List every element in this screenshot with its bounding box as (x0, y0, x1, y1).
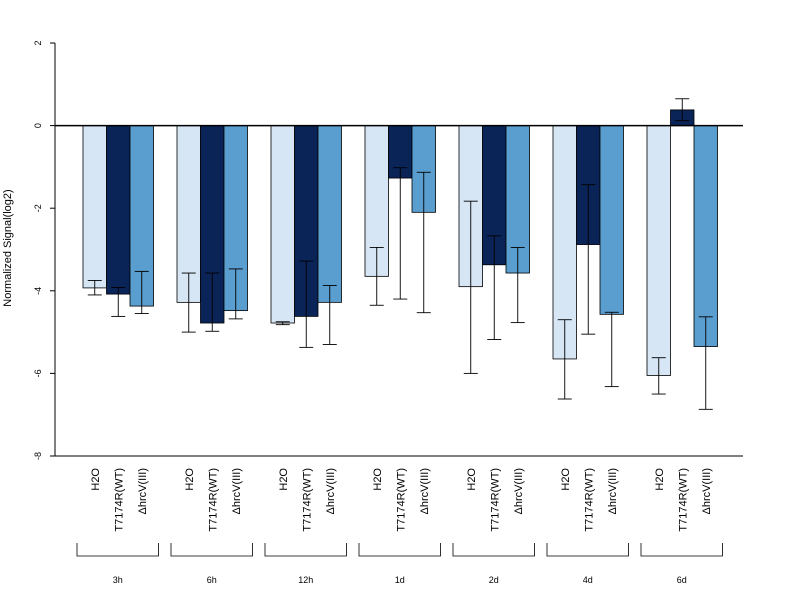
y-tick-label-2: -2 (33, 204, 43, 212)
group-bracket-1d (358, 543, 441, 557)
x-label-1d-2: ΔhrcV(III) (419, 468, 431, 514)
bar-3h-1 (106, 125, 131, 295)
y-tick-label-1: 0 (33, 123, 43, 128)
x-label-6h-1: T7174R(WT) (207, 468, 219, 532)
group-bracket-2d (452, 543, 535, 557)
bar-12h-2 (317, 125, 342, 303)
group-label-2d: 2d (489, 575, 499, 585)
x-label-2d-2: ΔhrcV(III) (513, 468, 525, 514)
x-label-6d-0: H2O (654, 468, 666, 491)
x-label-6h-0: H2O (184, 468, 196, 491)
group-bracket-6h (170, 543, 253, 557)
bar-6d-2 (693, 125, 718, 347)
bar-12h-0 (270, 125, 295, 324)
bar-4d-2 (599, 125, 624, 315)
x-label-6h-2: ΔhrcV(III) (231, 468, 243, 514)
x-axis-labels: H2O T7174R(WT) ΔhrcV(III) H2O T7174R(WT) Δhrc… (90, 468, 713, 532)
x-label-6d-1: T7174R(WT) (677, 468, 689, 532)
bars (82, 109, 718, 376)
x-label-12h-0: H2O (278, 468, 290, 491)
x-label-4d-0: H2O (560, 468, 572, 491)
x-label-2d-0: H2O (466, 468, 478, 491)
group-label-6h: 6h (207, 575, 217, 585)
y-tick-label-4: -6 (33, 369, 43, 377)
y-axis: 2 0 -2 -4 -6 -8 (33, 40, 56, 460)
group-brackets: 3h 6h 12h 1d 2d 4d 6d (76, 543, 723, 585)
x-label-6d-2: ΔhrcV(III) (701, 468, 713, 514)
x-label-2d-1: T7174R(WT) (489, 468, 501, 532)
group-bracket-12h (264, 543, 347, 557)
x-label-1d-1: T7174R(WT) (395, 468, 407, 532)
x-label-12h-2: ΔhrcV(III) (325, 468, 337, 514)
group-label-6d: 6d (677, 575, 687, 585)
group-label-12h: 12h (298, 575, 313, 585)
x-label-4d-2: ΔhrcV(III) (607, 468, 619, 514)
y-tick-label-0: 2 (33, 40, 43, 45)
x-label-3h-1: T7174R(WT) (113, 468, 125, 532)
y-tick-label-3: -4 (33, 287, 43, 295)
x-label-4d-1: T7174R(WT) (583, 468, 595, 532)
x-label-3h-0: H2O (90, 468, 102, 491)
bar-3h-0 (82, 125, 107, 289)
x-label-12h-1: T7174R(WT) (301, 468, 313, 532)
group-label-3h: 3h (113, 575, 123, 585)
x-label-1d-0: H2O (372, 468, 384, 491)
group-bracket-6d (640, 543, 723, 557)
x-label-3h-2: ΔhrcV(III) (137, 468, 149, 514)
group-bracket-4d (546, 543, 629, 557)
y-tick-label-5: -8 (33, 452, 43, 460)
error-bars (87, 98, 713, 410)
group-bracket-3h (76, 543, 159, 557)
y-axis-label: Normalized Signal(log2) (2, 189, 14, 306)
group-label-4d: 4d (583, 575, 593, 585)
bar-6d-0 (646, 125, 671, 376)
group-label-1d: 1d (395, 575, 405, 585)
